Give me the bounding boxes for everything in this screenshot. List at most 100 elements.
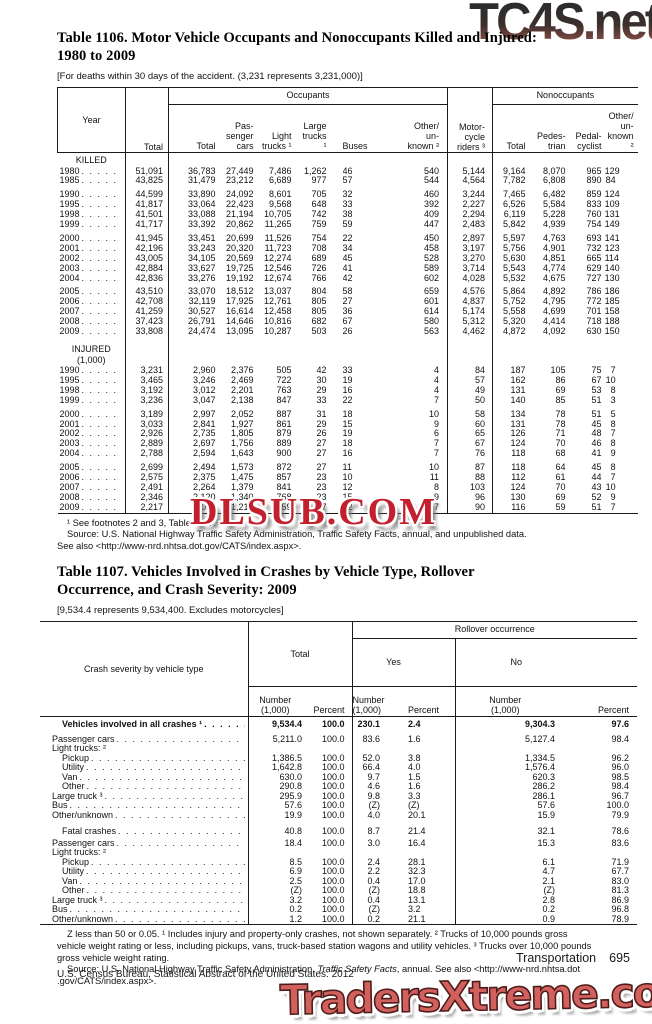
value-cell: 123: [604, 243, 620, 253]
value-cell: (Z): [408, 801, 420, 810]
value-cell: 295.9: [247, 791, 306, 801]
value-cell: 186: [604, 287, 620, 297]
value-cell: 45: [591, 419, 602, 429]
value-cell: 1,576.4: [454, 763, 566, 773]
empty-cell: [569, 342, 605, 366]
value-cell: 85: [555, 395, 566, 405]
value-cell: 97.6: [611, 720, 630, 729]
value-cell: 42: [342, 273, 353, 283]
value-cell: 6.1: [454, 857, 566, 867]
year-cell: 2001: [58, 420, 126, 430]
value-cell: 96.0: [611, 763, 630, 772]
col-header-light-trucks: Light trucks ¹: [258, 104, 301, 153]
gap-cell: [247, 820, 306, 827]
value-cell: 1,927: [230, 419, 254, 429]
value-cell: 8: [610, 419, 616, 429]
value-cell: 100.0: [321, 838, 345, 848]
value-cell: 4,414: [543, 317, 566, 327]
gap-cell: [351, 716, 409, 720]
value-cell: 766: [311, 273, 327, 283]
dot-leader: [82, 317, 122, 327]
value-cell: 76: [447, 449, 493, 460]
row-label: Other: [62, 886, 85, 895]
value-cell: 589: [424, 263, 440, 273]
source-suffix: , annual. See also <http://www-nrd.nhtsa…: [396, 964, 581, 975]
value-cell: 4,675: [543, 273, 566, 283]
value-cell: 13.1: [408, 895, 426, 905]
value-cell: 2,841: [168, 419, 219, 430]
value-cell: 10,705: [263, 210, 292, 220]
dot-leader: [70, 905, 245, 915]
value-cell: 46: [342, 166, 353, 176]
value-cell: 33,070: [168, 287, 219, 298]
value-cell: 33,890: [168, 190, 219, 201]
gap-row: [58, 459, 638, 464]
page-footer: Transportation 695: [516, 951, 630, 965]
value-cell: 83.6: [611, 838, 630, 848]
value-cell: 3,033: [125, 419, 169, 430]
value-cell: 18.4: [247, 838, 306, 848]
table-1106-footnotes: ¹ See footnotes 2 and 3, Table 1107. Sou…: [57, 518, 637, 553]
value-cell: 43: [591, 482, 602, 492]
col-group-total: Total: [247, 621, 353, 687]
value-cell: 23: [316, 482, 327, 492]
value-cell: 6,808: [543, 176, 566, 186]
value-cell: 614: [424, 307, 440, 317]
row-label-cell: Vehicles involved in all crashes ¹: [40, 720, 248, 730]
value-cell: 24,474: [168, 327, 219, 337]
gap-cell: [125, 459, 169, 464]
value-cell: 52: [591, 492, 602, 502]
source-note: Source: U.S. National Highway Traffic Sa…: [57, 964, 637, 976]
value-cell: 11,265: [264, 220, 292, 230]
value-cell: 10,287: [263, 327, 292, 337]
year-cell: 1999: [58, 396, 126, 406]
empty-cell: [492, 152, 529, 167]
value-cell: 10: [429, 463, 440, 473]
value-cell: 42,708: [125, 297, 169, 308]
value-cell: 2,376: [230, 366, 254, 375]
value-cell: 51: [591, 409, 602, 419]
dot-leader: [204, 720, 244, 730]
row-label: Passenger cars: [52, 838, 115, 848]
value-cell: 0.2: [247, 905, 306, 915]
value-cell: 5,756: [492, 243, 529, 254]
value-cell: (Z): [351, 886, 409, 896]
value-cell: 7: [434, 502, 440, 512]
row-label: Light trucks: ²: [52, 848, 107, 857]
value-cell: 96.7: [611, 791, 630, 801]
gap-cell: [492, 229, 529, 234]
table-row: Other 290.8 100.0 4.61.6 286.2 98.4: [40, 782, 637, 792]
row-label: Utility: [62, 867, 84, 876]
row-label-cell: Other/unknown: [40, 915, 248, 925]
value-cell: 30: [316, 375, 327, 385]
value-cell: 124: [604, 190, 620, 200]
value-cell: 71: [555, 429, 566, 439]
year-label: 2000: [59, 409, 80, 419]
value-cell: 3,714: [447, 263, 493, 274]
value-cell: 392: [424, 200, 440, 210]
value-cell: 70: [555, 482, 566, 492]
col-header-no-percent: Percent: [565, 686, 638, 717]
row-label: Van: [62, 772, 78, 782]
value-cell: 15.9: [454, 810, 566, 820]
empty-cell: [343, 342, 373, 366]
year-label: 2001: [59, 419, 80, 429]
value-cell: 27: [316, 439, 327, 449]
value-cell: 114: [604, 253, 619, 263]
value-cell: 23,212: [225, 176, 254, 186]
value-cell: 33,392: [168, 220, 219, 230]
value-cell: 43,005: [125, 253, 169, 264]
value-cell: 32: [342, 190, 353, 200]
value-cell: 1,643: [230, 449, 254, 459]
col-header-occ-other-unknown: Other/ un- known ²: [372, 104, 448, 153]
value-cell: 900: [276, 449, 292, 459]
value-cell: 9: [434, 492, 440, 502]
value-cell: 52.0: [351, 753, 409, 763]
value-cell: 1,386.5: [247, 753, 306, 763]
z-footnote-line-1: Z less than 50 or 0.05. ¹ Includes injur…: [67, 929, 568, 939]
row-label-cell: Large truck ³: [40, 896, 248, 906]
dot-leader: [82, 386, 122, 396]
